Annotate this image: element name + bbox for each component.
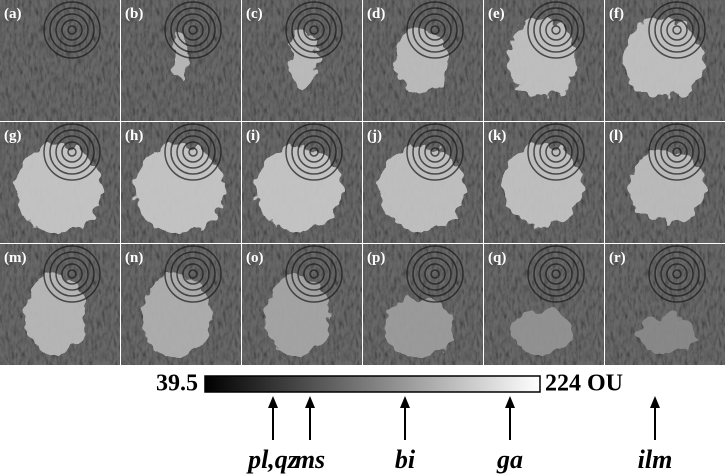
crystal — [385, 298, 453, 358]
panel-grid: (a) (b) (c) (d) (e) (f) (g) (h) (i) (j) (k) (l) (m) (… — [0, 0, 725, 365]
panel: (b) — [121, 0, 241, 121]
panel-label: (n) — [125, 250, 143, 266]
crystal — [639, 316, 695, 352]
panel: (k) — [484, 122, 604, 243]
crystal — [502, 144, 582, 224]
panel-label: (d) — [367, 6, 385, 22]
panel-label: (e) — [488, 6, 505, 22]
arrow-head — [400, 396, 410, 408]
panel-label: (f) — [609, 6, 624, 22]
arrow-head — [650, 396, 660, 408]
arrow-head — [268, 396, 278, 408]
crystal — [629, 150, 705, 222]
arrow-head — [305, 396, 315, 408]
marker-label: pl,qz — [246, 445, 299, 474]
panel-label: (r) — [609, 250, 626, 266]
marker-label: ms — [295, 445, 325, 474]
panel: (a) — [0, 0, 120, 121]
colorbar-max: 224 OU — [545, 371, 623, 397]
panel: (o) — [242, 244, 362, 365]
panel: (e) — [484, 0, 604, 121]
marker-label: bi — [395, 445, 416, 474]
panel-label: (k) — [488, 128, 506, 144]
crystal — [25, 274, 85, 354]
panel-label: (q) — [488, 250, 506, 266]
panel: (c) — [242, 0, 362, 121]
panel-label: (g) — [4, 128, 22, 144]
panel-label: (m) — [4, 250, 27, 266]
panel: (n) — [121, 244, 241, 365]
panel: (r) — [605, 244, 725, 365]
panel-label: (o) — [246, 250, 264, 266]
panel: (f) — [605, 0, 725, 121]
panel: (h) — [121, 122, 241, 243]
panel: (j) — [363, 122, 483, 243]
panel-label: (i) — [246, 128, 260, 144]
panel: (g) — [0, 122, 120, 243]
panel: (i) — [242, 122, 362, 243]
crystal — [512, 310, 572, 354]
panel-label: (p) — [367, 250, 385, 266]
crystal — [623, 18, 703, 98]
panel-label: (a) — [4, 6, 22, 22]
panel-label: (l) — [609, 128, 623, 144]
colorbar-min: 39.5 — [156, 371, 198, 397]
marker-label: ilm — [638, 445, 673, 474]
panel-label: (b) — [125, 6, 143, 22]
marker-label: ga — [496, 445, 523, 474]
panel-label: (c) — [246, 6, 263, 22]
crystal — [133, 144, 225, 232]
panel: (p) — [363, 244, 483, 365]
panel: (l) — [605, 122, 725, 243]
arrow-head — [505, 396, 515, 408]
panel: (m) — [0, 244, 120, 365]
panel: (d) — [363, 0, 483, 121]
colorbar — [205, 376, 540, 392]
panel-label: (h) — [125, 128, 143, 144]
panel: (q) — [484, 244, 604, 365]
panel-label: (j) — [367, 128, 382, 144]
crystal — [142, 274, 210, 358]
crystal — [14, 144, 102, 232]
figure: (a) (b) (c) (d) (e) (f) (g) (h) (i) (j) (k) (l) (m) (… — [0, 0, 726, 476]
